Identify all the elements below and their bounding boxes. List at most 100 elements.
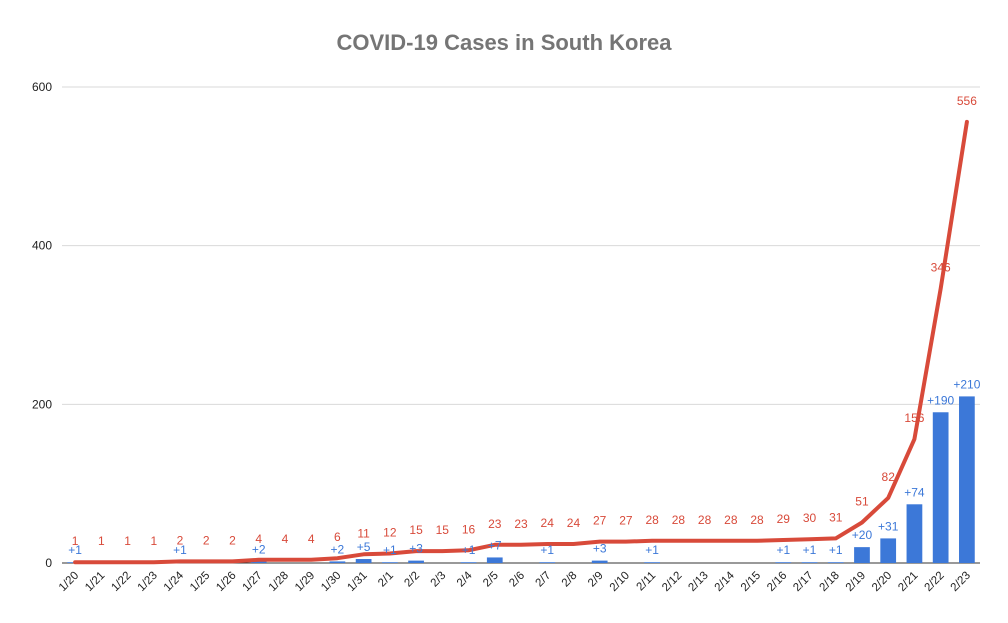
x-tick-label: 2/19: [844, 570, 868, 594]
bar-data-label: +1: [383, 543, 397, 557]
bar-data-label: +2: [331, 542, 345, 556]
line-data-label: 1: [150, 534, 157, 548]
x-tick-label: 2/1: [376, 570, 396, 590]
bar-data-label: +1: [540, 543, 554, 557]
x-tick-label: 1/22: [109, 570, 133, 594]
bar-data-label: +31: [878, 519, 899, 533]
line-data-label: 6: [334, 530, 341, 544]
x-tick-label: 2/9: [586, 570, 606, 590]
line-data-label: 2: [229, 533, 236, 547]
x-tick-label: 1/27: [241, 570, 265, 594]
bar-1/30: [329, 561, 346, 563]
line-data-label: 4: [308, 532, 315, 546]
line-data-label: 51: [855, 495, 869, 509]
line-data-label: 82: [882, 470, 896, 484]
line-data-label: 27: [619, 514, 633, 528]
line-data-label: 27: [593, 514, 607, 528]
x-tick-label: 1/25: [188, 570, 212, 594]
line-data-label: 4: [282, 532, 289, 546]
bar-2/18: [827, 562, 844, 563]
x-tick-label: 2/5: [481, 570, 501, 590]
bar-2/17: [801, 562, 818, 563]
line-data-label: 556: [957, 94, 977, 108]
x-tick-label: 2/4: [455, 569, 475, 589]
y-tick-label: 600: [32, 80, 52, 94]
x-tick-label: 2/17: [791, 570, 815, 594]
line-data-label: 15: [436, 523, 450, 537]
line-data-label: 16: [462, 522, 476, 536]
x-tick-label: 2/2: [402, 570, 422, 590]
x-tick-label: 2/18: [818, 570, 842, 594]
y-tick-label: 200: [32, 397, 52, 411]
bar-2/9: [591, 560, 608, 563]
line-data-label: 12: [383, 525, 397, 539]
x-tick-label: 2/11: [635, 570, 659, 594]
x-tick-label: 1/26: [214, 570, 238, 594]
x-tick-label: 2/22: [922, 570, 946, 594]
line-data-label: 28: [724, 513, 738, 527]
bar-2/21: [906, 504, 923, 563]
bar-2/4: [460, 562, 477, 563]
bar-2/2: [408, 560, 424, 563]
y-tick-label: 0: [45, 556, 52, 570]
x-tick-label: 1/20: [57, 570, 81, 594]
x-tick-label: 1/23: [136, 570, 160, 594]
bar-data-label: +2: [252, 542, 266, 556]
bar-data-label: +1: [803, 543, 817, 557]
bar-2/19: [854, 547, 870, 563]
x-tick-label: 2/12: [660, 570, 684, 594]
x-tick-label: 1/21: [83, 570, 107, 594]
bar-data-label: +20: [852, 528, 873, 542]
bar-data-label: +210: [953, 377, 980, 391]
x-tick-label: 1/28: [267, 570, 291, 594]
bar-2/5: [486, 557, 503, 563]
line-data-label: 1: [72, 534, 79, 548]
x-tick-label: 2/14: [713, 569, 738, 594]
x-tick-label: 1/24: [162, 569, 187, 594]
bar-data-label: +1: [645, 543, 659, 557]
x-tick-label: 2/7: [534, 570, 554, 590]
line-data-label: 346: [931, 261, 951, 275]
line-data-label: 15: [409, 523, 423, 537]
bar-2/20: [880, 538, 897, 563]
line-data-label: 156: [904, 411, 924, 425]
bar-data-label: +5: [357, 540, 371, 554]
line-data-label: 24: [541, 516, 555, 530]
x-tick-label: 2/13: [686, 570, 710, 594]
bar-data-label: +1: [829, 543, 843, 557]
bar-data-label: +7: [488, 538, 502, 552]
x-tick-label: 1/30: [319, 570, 343, 594]
bar-data-label: +3: [593, 542, 607, 556]
bar-1/27: [250, 561, 267, 563]
line-data-label: 28: [672, 513, 686, 527]
line-data-label: 28: [698, 513, 712, 527]
x-tick-label: 2/6: [507, 570, 527, 590]
line-data-label: 1: [98, 534, 105, 548]
line-data-label: 24: [567, 516, 581, 530]
line-data-label: 2: [203, 533, 210, 547]
chart-title: COVID-19 Cases in South Korea: [336, 30, 672, 55]
x-tick-label: 2/21: [896, 570, 920, 594]
line-data-label: 30: [803, 511, 817, 525]
x-tick-label: 2/15: [739, 570, 763, 594]
bar-2/23: [959, 396, 975, 563]
x-tick-label: 2/10: [608, 570, 632, 594]
line-data-label: 4: [255, 532, 262, 546]
bar-data-label: +1: [462, 543, 476, 557]
line-data-label: 23: [514, 517, 528, 531]
bar-data-label: +190: [927, 393, 954, 407]
line-data-label: 28: [750, 513, 764, 527]
bar-2/7: [539, 562, 556, 563]
bar-2/22: [932, 412, 949, 563]
bar-data-label: +74: [904, 485, 925, 499]
line-data-label: 29: [777, 512, 791, 526]
bar-1/31: [355, 559, 372, 563]
bar-data-label: +1: [68, 543, 82, 557]
x-tick-label: 2/3: [429, 570, 449, 590]
x-tick-label: 2/23: [949, 570, 973, 594]
line-data-label: 28: [645, 513, 659, 527]
bar-data-label: +3: [409, 542, 423, 556]
x-tick-label: 1/31: [345, 570, 369, 594]
line-data-label: 31: [829, 510, 843, 524]
